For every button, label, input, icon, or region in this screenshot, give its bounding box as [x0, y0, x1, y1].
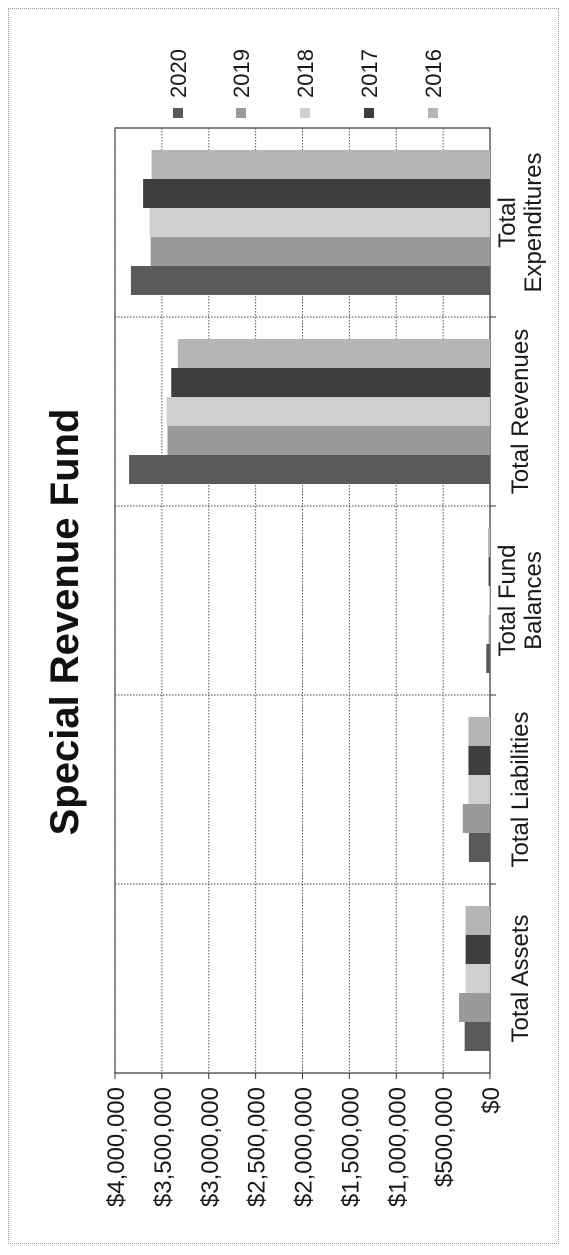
legend-label-2016: 2016 — [421, 49, 446, 98]
category-label: TotalExpenditures — [494, 152, 547, 292]
page-frame — [8, 8, 559, 1244]
bar-2017-2 — [488, 557, 490, 586]
tick-label: $500,000 — [431, 1087, 458, 1187]
tick-label: $0 — [478, 1087, 505, 1114]
bar-2016-2 — [488, 528, 490, 557]
bar-2017-4 — [143, 179, 490, 208]
value-axis: $4,000,000 $3,500,000 $3,000,000 $2,500,000… — [103, 1073, 505, 1207]
bar-2017-0 — [465, 935, 490, 964]
bar-2019-1 — [462, 804, 490, 833]
tick-label: $1,000,000 — [384, 1087, 411, 1207]
category-label: Total Assets — [507, 914, 534, 1042]
bar-2020-2 — [486, 644, 490, 673]
legend-swatch-2017 — [364, 108, 374, 118]
tick-label: $4,000,000 — [103, 1087, 130, 1207]
chart-title: Special Revenue Fund — [43, 409, 87, 836]
legend-swatch-2020 — [173, 108, 183, 118]
plot-area — [114, 127, 491, 1074]
legend-label-2020: 2020 — [166, 49, 191, 98]
bar-2020-4 — [130, 266, 490, 295]
legend-label-2019: 2019 — [229, 49, 254, 98]
category-label-line: Balances — [520, 551, 547, 650]
tick-label: $3,500,000 — [150, 1087, 177, 1207]
tick-label: $2,500,000 — [244, 1087, 271, 1207]
bar-2016-4 — [151, 150, 490, 179]
bar-2016-1 — [468, 717, 490, 746]
category-label: Total Revenues — [507, 329, 534, 494]
legend-swatch-2016 — [428, 108, 438, 118]
category-label-line: Total — [494, 197, 521, 248]
bar-2020-3 — [129, 455, 490, 484]
category-label: Total FundBalances — [494, 544, 547, 656]
tick-label: $2,000,000 — [291, 1087, 318, 1207]
bar-2020-0 — [464, 1022, 490, 1051]
bar-2019-3 — [167, 426, 490, 455]
bar-2019-2 — [488, 615, 490, 644]
bar-2016-0 — [465, 906, 490, 935]
legend-label-2017: 2017 — [357, 49, 382, 98]
bar-2018-1 — [468, 775, 490, 804]
tick-label: $3,000,000 — [197, 1087, 224, 1207]
legend-swatch-2018 — [300, 108, 310, 118]
bar-2016-3 — [177, 339, 490, 368]
category-label-line: Total Fund — [494, 544, 521, 656]
bar-2018-4 — [149, 208, 490, 237]
tick-label: $1,500,000 — [337, 1087, 364, 1207]
bar-2019-4 — [150, 237, 490, 266]
bar-2018-3 — [166, 397, 490, 426]
legend: 2020 2019 2018 2017 2016 — [166, 49, 446, 118]
bar-2017-1 — [468, 746, 490, 775]
bar-2019-0 — [459, 993, 490, 1022]
bar-2017-3 — [171, 368, 490, 397]
category-label: Total Liabilities — [507, 711, 534, 867]
category-label-line: Expenditures — [520, 152, 547, 292]
legend-label-2018: 2018 — [293, 49, 318, 98]
bar-2020-1 — [468, 833, 490, 862]
bar-2018-2 — [489, 586, 490, 615]
bar-2018-0 — [465, 964, 490, 993]
legend-swatch-2019 — [236, 108, 246, 118]
category-axis: Total Assets Total Liabilities Total FundB… — [490, 152, 547, 1043]
